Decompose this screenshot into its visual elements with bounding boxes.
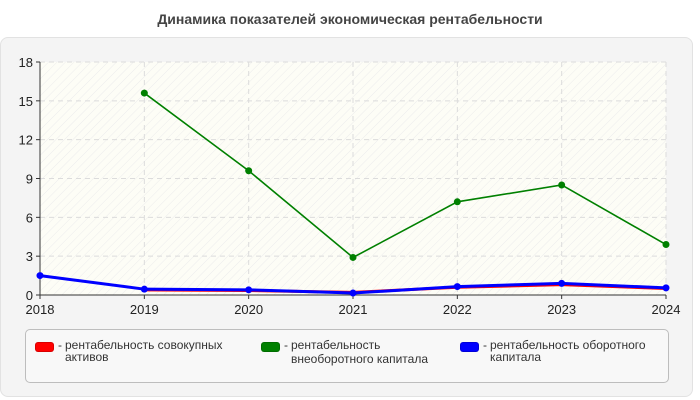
svg-text:0: 0 xyxy=(26,288,33,303)
legend-dash: - xyxy=(284,338,288,352)
y-axis: 0 3 6 9 12 15 18 xyxy=(19,55,41,303)
legend-swatch-red xyxy=(35,342,54,352)
legend: - рентабельность совокупных активов - ре… xyxy=(25,329,669,383)
svg-text:6: 6 xyxy=(26,210,33,225)
legend-item-working-capital: - рентабельность оборотного капитала xyxy=(460,339,675,363)
svg-text:2019: 2019 xyxy=(130,302,159,317)
svg-text:2020: 2020 xyxy=(234,302,263,317)
svg-text:12: 12 xyxy=(19,133,33,148)
chart-title: Динамика показателей экономическая рента… xyxy=(157,11,543,27)
svg-text:3: 3 xyxy=(26,249,33,264)
svg-text:9: 9 xyxy=(26,172,33,187)
legend-dash: - xyxy=(58,338,62,352)
svg-text:2023: 2023 xyxy=(547,302,576,317)
line-chart: 0 3 6 9 12 15 18 2018 2019 2020 2021 2022 2023 2024 xyxy=(19,55,681,317)
svg-text:2024: 2024 xyxy=(652,302,681,317)
x-axis: 2018 2019 2020 2021 2022 2023 2024 xyxy=(26,294,681,317)
svg-text:2021: 2021 xyxy=(339,302,368,317)
legend-swatch-blue xyxy=(460,342,479,352)
legend-swatch-green xyxy=(261,342,280,352)
legend-label: рентабельность совокупных активов xyxy=(65,338,223,364)
legend-item-noncurrent-capital: - рентабельность внеоборотного капитала xyxy=(261,338,451,366)
svg-text:2022: 2022 xyxy=(443,302,472,317)
legend-item-total-assets: - рентабельность совокупных активов xyxy=(35,339,245,363)
legend-dash: - xyxy=(483,338,487,352)
svg-text:15: 15 xyxy=(19,94,33,109)
svg-text:2018: 2018 xyxy=(26,302,55,317)
svg-text:18: 18 xyxy=(19,55,33,70)
series-lines xyxy=(36,89,670,297)
legend-label: рентабельность оборотного капитала xyxy=(490,338,646,364)
legend-label: рентабельность внеоборотного капитала xyxy=(291,338,428,366)
